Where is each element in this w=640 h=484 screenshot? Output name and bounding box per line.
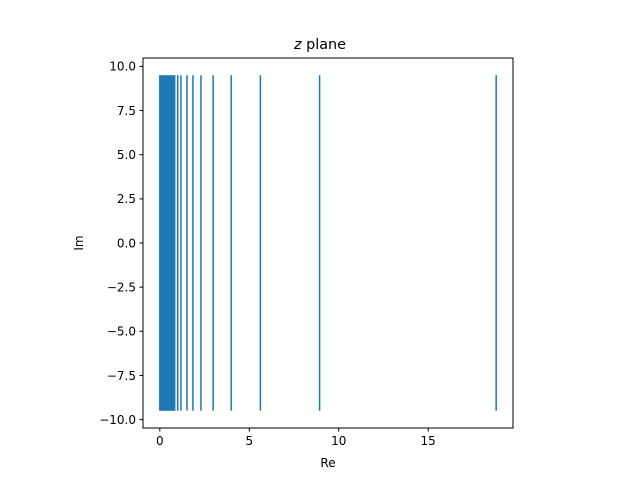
x-tick-label: 15 xyxy=(421,434,436,448)
vline-dense-block xyxy=(159,75,176,411)
y-tick-label: −5.0 xyxy=(107,325,136,339)
y-tick-label: 7.5 xyxy=(117,104,136,118)
x-tick-label: 10 xyxy=(331,434,346,448)
x-axis-label: Re xyxy=(320,456,335,470)
y-tick-label: 0.0 xyxy=(117,236,136,250)
y-tick-label: 5.0 xyxy=(117,148,136,162)
x-tick-label: 5 xyxy=(245,434,253,448)
chart-title: z plane xyxy=(293,37,346,53)
axes-frame xyxy=(142,57,514,429)
y-axis: −10.0 −7.5 −5.0 −2.5 0.0 2.5 5.0 7.5 10.0 xyxy=(99,60,143,427)
y-tick-label: −7.5 xyxy=(107,369,136,383)
x-tick-label: 0 xyxy=(156,434,164,448)
y-tick-label: −2.5 xyxy=(107,280,136,294)
y-tick-label: 2.5 xyxy=(117,192,136,206)
y-tick-label: −10.0 xyxy=(99,413,136,427)
plot-area xyxy=(159,75,497,411)
x-axis: 0 5 10 15 xyxy=(156,428,436,448)
y-tick-label: 10.0 xyxy=(109,60,136,74)
y-axis-label: Im xyxy=(72,235,86,250)
